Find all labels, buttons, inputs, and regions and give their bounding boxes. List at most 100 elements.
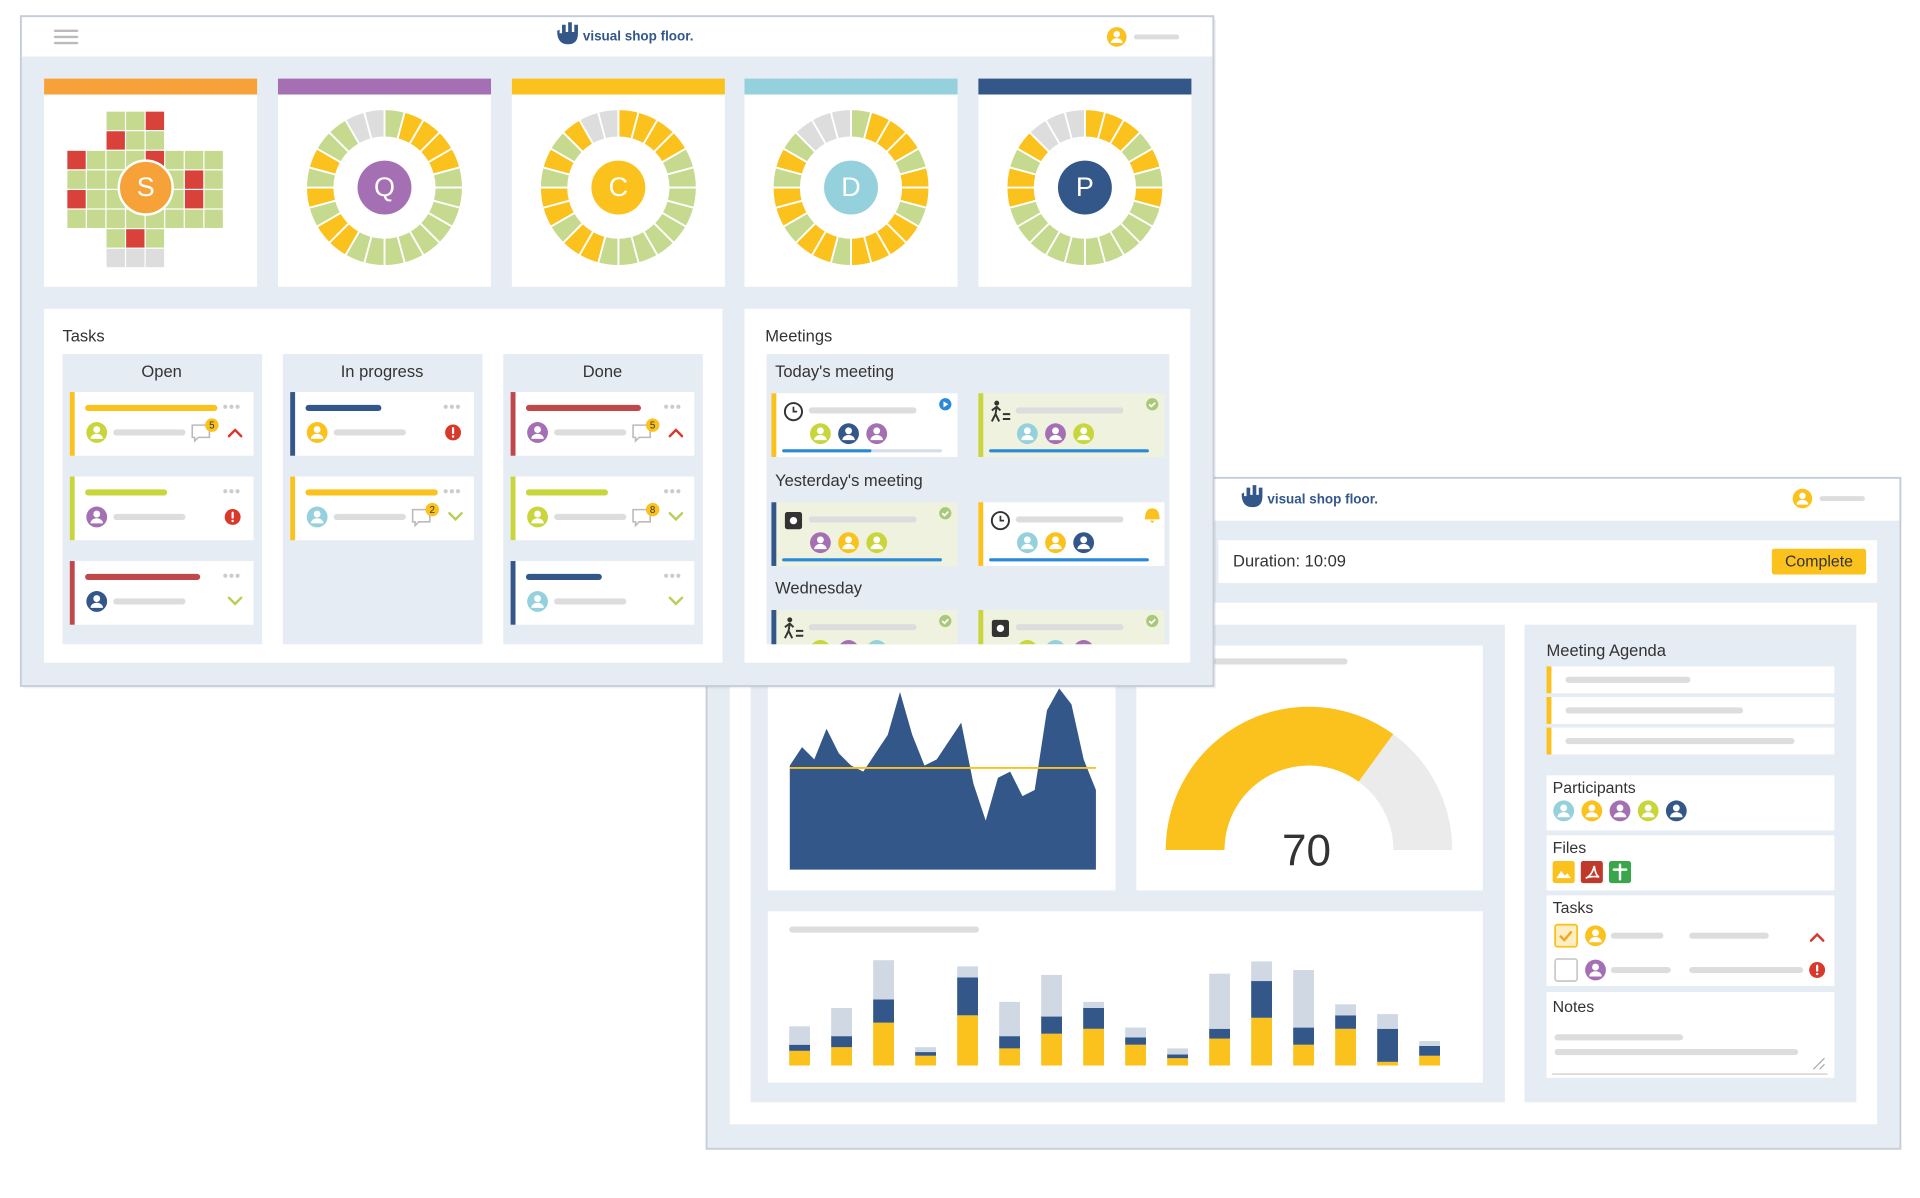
task-card-bar — [290, 392, 296, 456]
bar-segment — [1251, 981, 1272, 1018]
avatar-head — [819, 644, 822, 645]
task-checkbox — [1554, 923, 1579, 948]
avatar-circle — [840, 640, 857, 645]
avatar — [1073, 423, 1095, 445]
task-card[interactable]: 5 — [69, 392, 254, 456]
bar-segment — [1209, 1028, 1230, 1039]
avatar — [1792, 488, 1813, 509]
clock-icon — [783, 402, 804, 422]
avatar-circle — [1075, 640, 1093, 645]
avatar — [1073, 532, 1095, 554]
bar-segment — [1335, 1015, 1356, 1029]
avatar-head — [1560, 804, 1568, 812]
avatar-body — [90, 602, 103, 608]
avatar — [838, 532, 859, 554]
avatar-head — [534, 426, 541, 433]
meeting-card-bg — [771, 393, 958, 457]
bar-segment — [789, 1050, 810, 1066]
avatar-body — [814, 434, 827, 441]
task-card-bar — [290, 476, 296, 541]
check-mark — [941, 618, 949, 625]
avatar — [838, 423, 859, 445]
avatar-head — [1592, 963, 1599, 971]
avatar-body — [870, 434, 883, 441]
bar-segment — [1293, 970, 1314, 1028]
avatar-head — [1672, 804, 1680, 812]
pillar-color-bar — [744, 78, 958, 95]
task-card-bar — [510, 392, 516, 456]
avatar-head — [1588, 804, 1596, 812]
meeting-card-bar — [978, 502, 984, 566]
meeting-card[interactable] — [978, 393, 1165, 457]
bar-segment — [873, 1022, 894, 1066]
logo-icon — [557, 22, 578, 45]
bar-segment — [999, 1001, 1020, 1037]
task-card[interactable]: 2 — [290, 476, 474, 541]
pillar-color-bar — [277, 78, 492, 95]
meeting-card[interactable] — [771, 502, 958, 566]
complete-button[interactable]: Complete — [1771, 548, 1867, 575]
avatar — [810, 423, 831, 445]
agenda-item-bar — [1546, 727, 1552, 755]
pillar-color-bar — [511, 78, 725, 95]
pillar-color-bar — [44, 78, 258, 95]
menu-dot — [449, 489, 454, 494]
avatar-head — [93, 595, 101, 602]
clock-hands — [999, 515, 1005, 522]
avatar — [1016, 532, 1038, 554]
chevron-up — [227, 428, 243, 438]
chevron-down — [448, 512, 463, 522]
avatar-body — [1049, 543, 1062, 550]
task-card[interactable]: 8 — [510, 476, 695, 541]
calendar-cell — [184, 190, 204, 209]
bar-segment — [1167, 1054, 1188, 1059]
bar-segment — [1041, 974, 1062, 1017]
avatar-head — [873, 427, 881, 435]
check-icon — [939, 507, 952, 520]
pillar-badge — [117, 159, 174, 216]
pillar-letter: D — [841, 172, 860, 202]
task-card[interactable] — [510, 561, 695, 625]
clock-icon — [990, 511, 1010, 531]
meeting-group-title: Yesterday's meeting — [775, 471, 923, 490]
gear-hole — [996, 624, 1005, 633]
chevron-down — [668, 512, 684, 522]
calendar-cell — [106, 229, 125, 248]
check-mark — [1148, 618, 1156, 625]
avatar — [527, 506, 548, 528]
meeting-card[interactable] — [771, 610, 958, 674]
avatar-circle — [811, 640, 829, 645]
task-card[interactable]: 5 — [510, 392, 695, 456]
avatar — [1045, 532, 1066, 554]
meeting-card[interactable] — [978, 502, 1165, 566]
dashboard-window: visual shop floor. S Q C D P Tasks Open 5 In prog… — [19, 15, 1216, 689]
avatar — [1016, 423, 1038, 445]
calendar-cell — [86, 190, 106, 209]
calendar-cell — [184, 170, 204, 189]
bar-segment — [1125, 1027, 1146, 1038]
avatar — [306, 506, 328, 528]
pillar-letter: S — [137, 172, 155, 202]
calendar-cell — [67, 209, 86, 228]
task-card-bar — [510, 561, 516, 625]
avatar-body — [1585, 812, 1599, 818]
avatar — [1585, 959, 1606, 981]
menu-dot — [676, 404, 681, 409]
task-card[interactable] — [69, 476, 254, 541]
task-card[interactable] — [69, 561, 254, 625]
avatar-head — [845, 427, 853, 435]
meeting-card[interactable] — [978, 610, 1165, 674]
meeting-card[interactable] — [771, 393, 958, 457]
pdf-glyph — [1585, 865, 1600, 879]
donut-segment — [363, 108, 386, 141]
calendar-cell — [106, 131, 125, 150]
task-card[interactable] — [290, 392, 474, 456]
gauge-value — [1165, 706, 1394, 851]
avatar-head — [93, 510, 101, 518]
comment-count: 2 — [430, 505, 435, 516]
walk-body — [784, 622, 804, 639]
avatar-head — [1082, 644, 1085, 645]
calendar-cell — [67, 190, 86, 209]
avatar-head — [1052, 427, 1059, 435]
